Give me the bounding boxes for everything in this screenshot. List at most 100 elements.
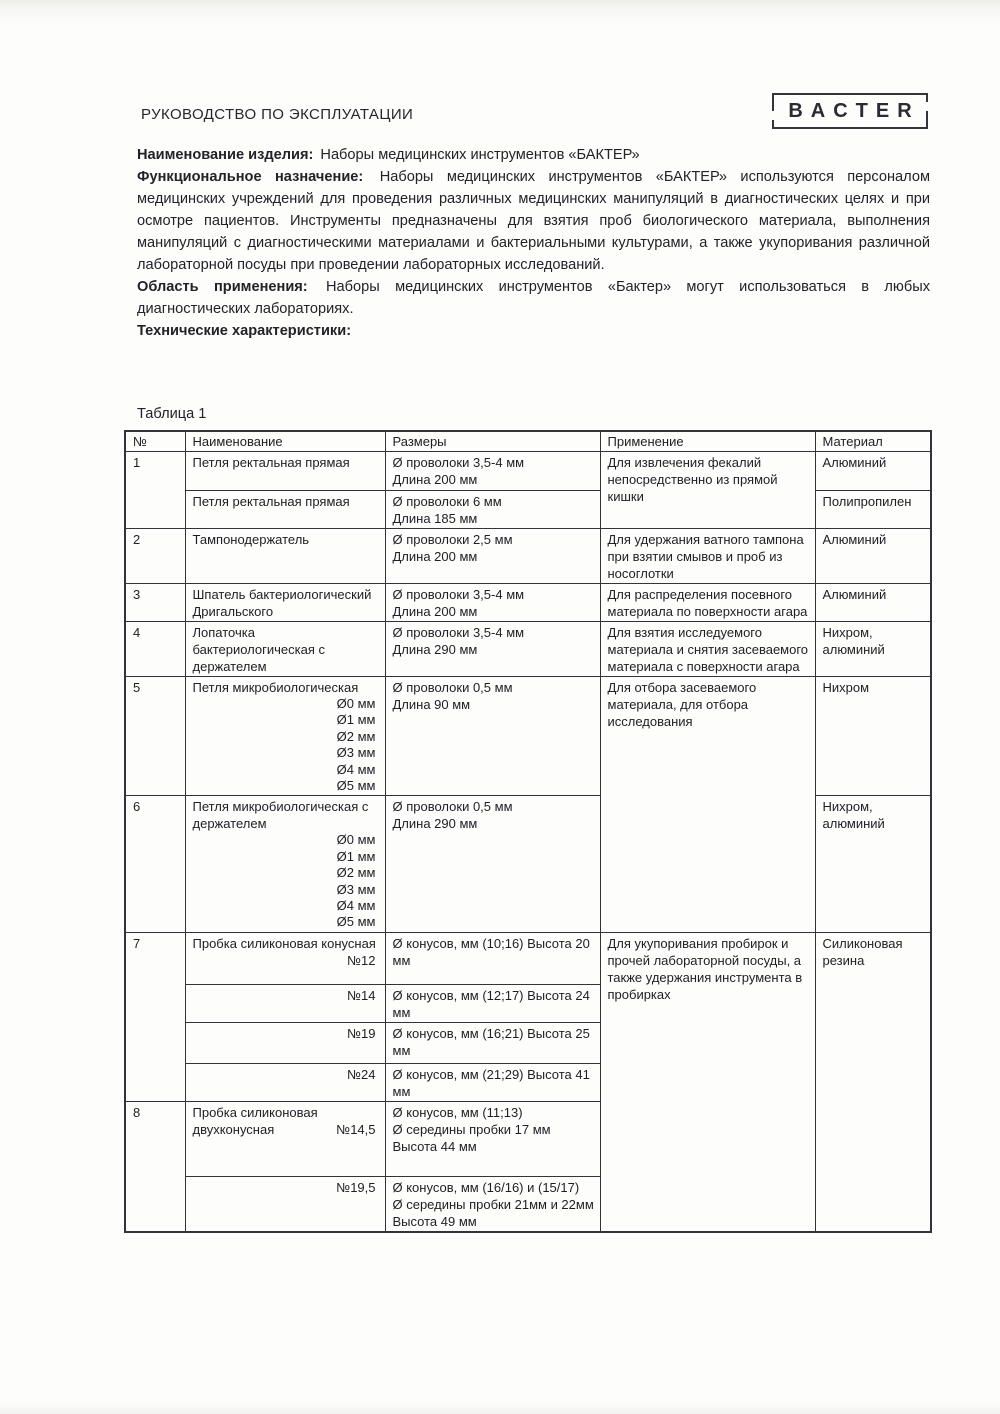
item-sizes: Ø проволоки 3,5-4 мм Длина 290 мм (384, 621, 601, 677)
item-material: Алюминий (814, 583, 932, 622)
item-sizes: Ø конусов, мм (11;13) Ø середины пробки … (384, 1100, 601, 1177)
table-row: 7 Пробка силиконовая конусная №12 Ø кону… (124, 931, 932, 1233)
item-name: Пробка силиконовая двухконусная №14,5 (184, 1100, 386, 1177)
size-line: Ø конусов, мм (21;29) Высота 41 (392, 1066, 590, 1082)
col-header-material: Материал (814, 430, 932, 452)
spec-table: № Наименование Размеры Применение Матери… (124, 430, 932, 1233)
diam-option: Ø2 мм (336, 865, 376, 881)
item-sizes: Ø конусов, мм (12;17) Высота 24 мм (384, 983, 601, 1023)
size-line: Длина 90 мм (392, 697, 471, 712)
item-name: Лопаточка бактериологическая с держателе… (184, 621, 386, 677)
diam-option: Ø5 мм (336, 914, 376, 930)
diam-option: Ø0 мм (336, 832, 376, 848)
diam-option: Ø4 мм (336, 898, 376, 914)
size-line: Ø конусов, мм (16;21) Высота 25 (392, 1025, 590, 1041)
size-line: Длина 185 мм (392, 511, 478, 526)
scan-artifact-bottom (0, 1402, 1000, 1414)
item-name: Петля ректальная прямая (184, 490, 386, 529)
item-name: Пробка силиконовая конусная №12 (184, 931, 386, 985)
functional-purpose-text: Наборы медицинских инструментов «БАКТЕР»… (137, 169, 930, 273)
table-row: №14 Ø конусов, мм (12;17) Высота 24 мм (125, 983, 931, 1023)
item-sizes: Ø проволоки 0,5 мм Длина 290 мм (384, 795, 601, 933)
variant-label: №12 (347, 952, 376, 968)
col-header-num: № (124, 430, 186, 452)
doc-title: РУКОВОДСТВО ПО ЭКСПЛУАТАЦИИ (141, 106, 414, 123)
item-name-text: двухконусная (192, 1121, 275, 1137)
size-line: Ø проволоки 6 мм (392, 494, 502, 509)
item-application: Для распределения посевного материала по… (599, 583, 816, 622)
size-line: Длина 200 мм (392, 472, 478, 487)
diam-option: Ø3 мм (336, 745, 376, 761)
size-line: Длина 290 мм (392, 642, 478, 657)
size-line: мм (392, 1042, 411, 1058)
item-name: №19,5 (184, 1175, 386, 1233)
variant-label: №19 (347, 1025, 376, 1041)
size-line: Ø проволоки 3,5-4 мм (392, 587, 525, 602)
application-area-text: Наборы медицинских инструментов «Бактер»… (137, 279, 930, 317)
item-material: Алюминий (814, 528, 932, 584)
item-application: Для удержания ватного тампона при взятии… (599, 528, 816, 584)
row-num: 2 (124, 528, 186, 584)
item-sizes: Ø конусов, мм (16/16) и (15/17) Ø середи… (384, 1175, 601, 1233)
bacter-logo: BACTER (770, 93, 930, 129)
item-sizes: Ø проволоки 3,5-4 мм Длина 200 мм (384, 583, 601, 622)
table-row: 6 Петля микробиологическая с держателем … (124, 795, 932, 933)
row-num: 4 (124, 621, 186, 677)
table-header-row: № Наименование Размеры Применение Матери… (124, 430, 932, 452)
variant-label: №24 (347, 1066, 376, 1082)
item-name: Петля ректальная прямая (184, 451, 386, 491)
product-name-label: Наименование изделия: (137, 147, 314, 163)
item-sizes: Ø конусов, мм (10;16) Высота 20 мм (384, 931, 601, 985)
product-name-field: Наименование изделия: Наборы медицинских… (137, 144, 930, 166)
size-line: Ø конусов, мм (11;13) (392, 1104, 523, 1120)
size-line: Ø проволоки 3,5-4 мм (392, 455, 525, 470)
item-name-text: Пробка силиконовая конусная (192, 935, 376, 951)
table-row: 8 Пробка силиконовая двухконусная №14,5 … (124, 1100, 931, 1233)
row-num: 5 (124, 675, 186, 797)
item-sizes: Ø проволоки 3,5-4 мм Длина 200 мм (384, 451, 601, 491)
item-material: Нихром (814, 675, 932, 797)
functional-purpose-label: Функциональное назначение: (137, 169, 364, 185)
item-material: Нихром, алюминий (814, 621, 932, 677)
item-application: Для отбора засеваемого материала, для от… (599, 676, 816, 933)
table-caption: Таблица 1 (137, 406, 207, 422)
row-num: 6 (124, 795, 186, 933)
size-line: Ø проволоки 3,5-4 мм (392, 625, 525, 640)
item-name-text: Пробка силиконовая (192, 1104, 318, 1120)
col-header-name: Наименование (184, 430, 386, 452)
size-line: мм (392, 1004, 411, 1020)
item-name: №19 (184, 1021, 386, 1064)
diam-option: Ø3 мм (336, 881, 376, 897)
size-line: Ø проволоки 0,5 мм (392, 680, 513, 695)
item-name: №14 (184, 983, 386, 1023)
row-num: 3 (124, 583, 186, 622)
functional-purpose-field: Функциональное назначение: Наборы медици… (137, 166, 930, 276)
col-header-application: Применение (599, 430, 816, 452)
size-line: Высота 44 мм (392, 1138, 477, 1154)
table-row: 5 Петля микробиологическая Ø0 мм Ø1 мм Ø… (124, 675, 932, 933)
size-line: Высота 49 мм (392, 1213, 477, 1229)
item-name: №24 (184, 1062, 386, 1102)
item-material: Нихром, алюминий (814, 795, 932, 933)
product-name-text: Наборы медицинских инструментов «БАКТЕР» (320, 147, 640, 163)
item-application: Для взятия исследуемого материала и снят… (599, 621, 816, 677)
item-material: Алюминий (814, 451, 932, 491)
row-num: 7 (124, 931, 186, 1102)
size-line: Ø проволоки 2,5 мм (392, 532, 513, 547)
item-sizes: Ø проволоки 2,5 мм Длина 200 мм (384, 528, 601, 584)
size-line: Ø конусов, мм (16/16) и (15/17) (392, 1179, 580, 1195)
size-line: Ø конусов, мм (12;17) Высота 24 (392, 987, 590, 1003)
item-name: Тампонодержатель (184, 528, 386, 584)
item-sizes: Ø конусов, мм (16;21) Высота 25 мм (384, 1021, 601, 1064)
application-area-label: Область применения: (137, 279, 308, 295)
item-name: Петля микробиологическая Ø0 мм Ø1 мм Ø2 … (184, 675, 386, 797)
diam-option: Ø5 мм (336, 778, 376, 794)
diam-option: Ø4 мм (336, 761, 376, 777)
size-line: Ø проволоки 0,5 мм (392, 799, 513, 815)
size-line: Ø середины пробки 21мм и 22мм (392, 1196, 594, 1212)
size-line: мм (392, 1083, 411, 1099)
item-material: Силиконовая резина (814, 931, 932, 1233)
table-row: 1 Петля ректальная прямая Ø проволоки 3,… (124, 451, 932, 529)
item-name: Шпатель бактериологический Дригальского (184, 583, 386, 622)
intro-content: Наименование изделия: Наборы медицинских… (137, 144, 930, 342)
